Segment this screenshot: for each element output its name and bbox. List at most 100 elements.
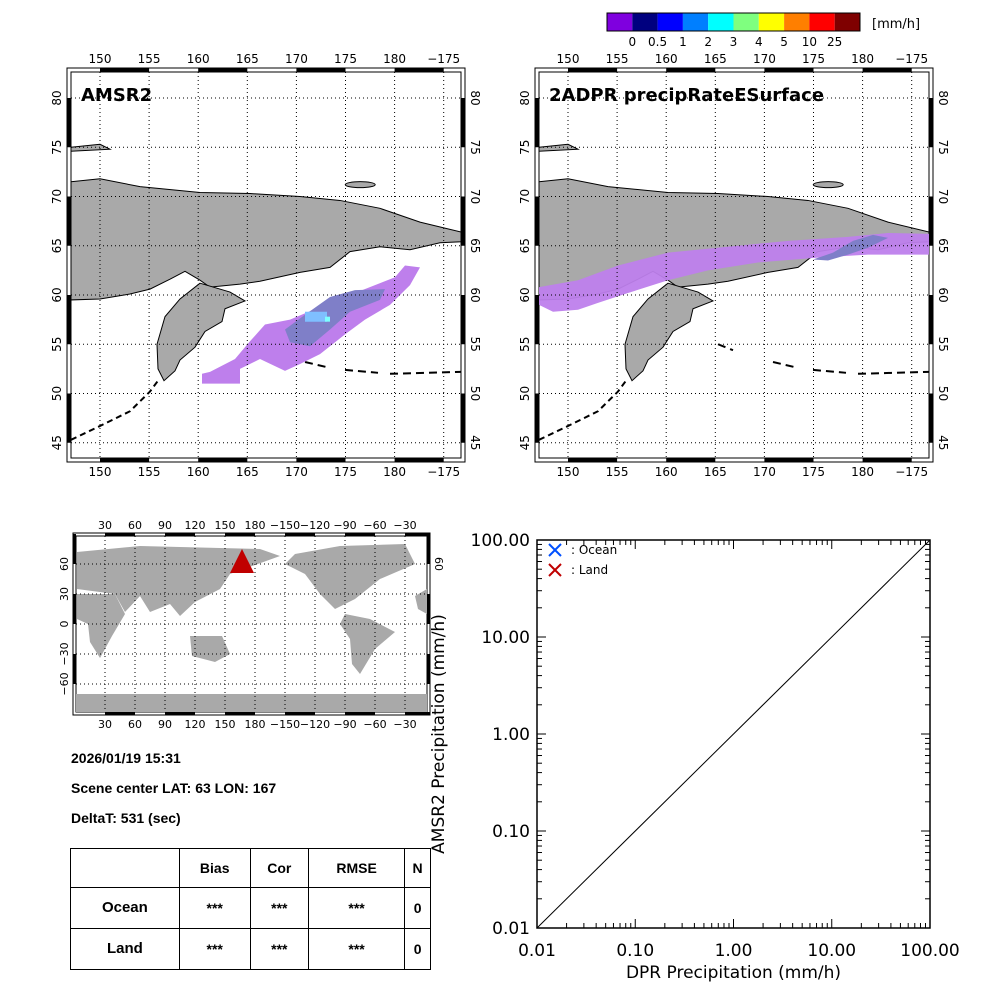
lon-label-bottom: 155 [138, 465, 161, 479]
delta-t: DeltaT: 531 (sec) [71, 810, 181, 826]
rain-light [539, 232, 929, 312]
header-empty [70, 848, 180, 888]
lon-label-top: 150 [557, 52, 580, 66]
lon-label-bottom: 170 [753, 465, 776, 479]
australia [190, 636, 230, 662]
lat-label-right: 45 [468, 435, 482, 450]
lon-label-top: 170 [285, 52, 308, 66]
table-row: Land *** *** *** 0 [70, 927, 431, 971]
amsr2-map: 150 150 155 155 160 160 165 165 170 170 175 175 180 1… [50, 52, 482, 479]
scatter-plot: 0.01 0.10 1.00 10.00 100.00 0.01 0.10 1.00 10.00… [429, 531, 960, 983]
x-tick-label: 100.00 [900, 941, 959, 961]
lat-label-left: 75 [518, 140, 532, 155]
y-tick-label: 0.10 [492, 822, 530, 842]
antarctica [76, 694, 427, 712]
one-to-one-line [536, 539, 931, 929]
colorbar-frame [606, 12, 861, 32]
lat-label-right: 55 [468, 337, 482, 352]
precip-layer [539, 232, 929, 312]
x-tick-label: 0.01 [518, 941, 556, 961]
lat-label-left: 65 [50, 238, 64, 253]
lat-label-left: 55 [50, 337, 64, 352]
lat-label-left: 45 [518, 435, 532, 450]
x-axis-label: DPR Precipitation (mm/h) [626, 963, 841, 983]
lon-label-top: −175 [895, 52, 928, 66]
cell-n: 0 [404, 927, 431, 971]
colorbar-swatch [809, 13, 835, 31]
lat-label-right: 75 [468, 140, 482, 155]
lat-label-left: 60 [58, 557, 71, 571]
lon-label-bottom: 175 [802, 465, 825, 479]
colorbar-swatch [733, 13, 759, 31]
lon-label-top: 120 [185, 519, 206, 532]
cell-cor: *** [249, 927, 309, 971]
legend-x-marker-icon [548, 563, 562, 577]
header-cor: Cor [249, 848, 309, 888]
lon-label-bottom: 165 [236, 465, 259, 479]
lon-label-top: 150 [215, 519, 236, 532]
lon-label-bottom: −175 [427, 465, 460, 479]
cell-cor: *** [249, 886, 309, 929]
new-siberian-island [538, 143, 580, 152]
lat-label-right: 65 [468, 238, 482, 253]
lat-label-left: 80 [50, 90, 64, 105]
world-grid [76, 536, 427, 712]
lat-label-left: 50 [50, 386, 64, 401]
scene-datetime: 2026/01/19 15:31 [71, 750, 181, 766]
lon-label-top: 150 [89, 52, 112, 66]
lon-label-bottom: 150 [89, 465, 112, 479]
lon-label-bottom: 165 [704, 465, 727, 479]
lon-label-bottom: 150 [557, 465, 580, 479]
map-title: 2ADPR precipRateESurface [549, 85, 824, 106]
lat-label-left: 65 [518, 238, 532, 253]
lon-label-top: −30 [393, 519, 416, 532]
lon-label-top: 60 [128, 519, 142, 532]
land-layer [70, 143, 462, 441]
lat-label-left: 30 [58, 587, 71, 601]
lon-label-bottom: 155 [606, 465, 629, 479]
map-title: AMSR2 [81, 85, 152, 106]
map-grid [539, 72, 929, 458]
colorbar-label: 25 [827, 35, 842, 49]
colorbar-swatch [834, 13, 860, 31]
rain-moderate [285, 289, 385, 347]
colorbar-swatch [657, 13, 683, 31]
cell-n: 0 [404, 886, 431, 929]
lon-label-top: 180 [851, 52, 874, 66]
lon-label-bottom: 170 [285, 465, 308, 479]
lat-label-left: −30 [58, 642, 71, 665]
wrangel-island [812, 181, 844, 189]
lat-label-right: 80 [468, 90, 482, 105]
eurasia [77, 546, 280, 616]
lon-label-top: −120 [300, 519, 330, 532]
north-america [285, 544, 415, 609]
lat-label-left: 55 [518, 337, 532, 352]
precip-layer [202, 265, 420, 384]
lat-label-left: 70 [518, 189, 532, 204]
cell-rmse: *** [307, 927, 406, 971]
siberia-land [70, 178, 462, 301]
table-header-row: Bias Cor RMSE N [70, 848, 431, 888]
colorbar-swatch [632, 13, 658, 31]
lon-label-top: 155 [606, 52, 629, 66]
new-siberian-island [70, 143, 112, 152]
lon-label-bottom: 160 [655, 465, 678, 479]
lat-label-left: 60 [518, 287, 532, 302]
lat-label-right: 65 [936, 238, 950, 253]
colorbar-swatch [682, 13, 709, 31]
africa [77, 594, 125, 658]
lat-label-right: 55 [936, 337, 950, 352]
y-axis-label: AMSR2 Precipitation (mm/h) [429, 614, 449, 854]
scene-location-marker-icon [230, 549, 254, 573]
lon-label-top: 165 [236, 52, 259, 66]
lat-label-left: 60 [50, 287, 64, 302]
scene-center: Scene center LAT: 63 LON: 167 [71, 780, 277, 796]
y-tick-label: 100.00 [471, 531, 530, 551]
lon-label-bottom: −60 [363, 718, 386, 731]
lat-label-left: 45 [50, 435, 64, 450]
kamchatka-land [156, 282, 247, 382]
lon-label-top: −175 [427, 52, 460, 66]
lon-label-bottom: −90 [333, 718, 356, 731]
table-row: Ocean *** *** *** 0 [70, 886, 431, 929]
colorbar-unit: [mm/h] [872, 17, 920, 32]
